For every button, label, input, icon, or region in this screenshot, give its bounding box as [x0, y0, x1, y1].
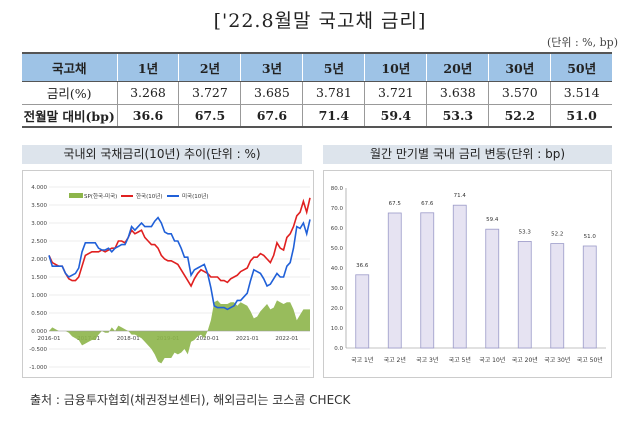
- table-cell: 51.0: [550, 104, 612, 128]
- table-cell: 3.781: [302, 81, 365, 105]
- table-cell: 전월말 대비(bp): [22, 104, 117, 128]
- table-row: 전월말 대비(bp) 36.6 67.5 67.6 71.4 59.4 53.3 52.2 51…: [22, 104, 612, 128]
- y-tick-label: 1.000: [31, 293, 47, 299]
- bar: [582, 245, 597, 349]
- header-cell: 30년: [488, 52, 551, 82]
- x-tick-label: 국고 5년: [449, 356, 471, 364]
- header-cell: 국고채: [22, 52, 117, 82]
- bar-chart: 80.0 70.0 60.0 50.0 40.0 30.0 20.0 10.0 0.0 36.6 국…: [331, 186, 606, 364]
- header-cell: 1년: [116, 52, 179, 82]
- table-cell: 3.514: [550, 81, 612, 105]
- y-tick-label: -0.500: [29, 347, 47, 353]
- table-cell: 36.6: [116, 104, 179, 128]
- bar: [420, 212, 435, 349]
- source-note: 출처 : 금융투자협회(채권정보센터), 해외금리는 코스콤 CHECK: [30, 393, 351, 407]
- bar: [485, 228, 500, 349]
- x-tick-label: 국고 20년: [512, 356, 538, 364]
- table-cell: 3.638: [426, 81, 489, 105]
- header-cell: 20년: [426, 52, 489, 82]
- data-label: 53.3: [519, 229, 532, 235]
- legend-swatch: [69, 193, 83, 198]
- legend-label: 한국(10년): [136, 192, 162, 200]
- series-line-korea: [48, 197, 311, 288]
- table-cell: 59.4: [364, 104, 427, 128]
- y-tick-label: 30.0: [331, 286, 344, 292]
- table-cell: 금리(%): [22, 81, 117, 105]
- y-tick-label: 20.0: [331, 306, 344, 312]
- x-tick-label: 국고 50년: [577, 356, 603, 364]
- y-tick-label: 1.500: [31, 275, 47, 281]
- bar-chart-title: 월간 만기별 국내 금리 변동(단위 : bp): [323, 145, 612, 164]
- data-label: 67.6: [421, 201, 434, 207]
- y-tick-label: 40.0: [331, 266, 344, 272]
- bar: [355, 274, 370, 349]
- rates-table: 국고채 1년 2년 3년 5년 10년 20년 30년 50년 금리(%) 3.268 3.727 3…: [22, 52, 612, 128]
- y-tick-label: 50.0: [331, 246, 344, 252]
- y-tick-label: 70.0: [331, 206, 344, 212]
- x-tick-label: 2020-01: [196, 336, 219, 342]
- table-header: 국고채 1년 2년 3년 5년 10년 20년 30년 50년: [22, 52, 612, 82]
- header-cell: 10년: [364, 52, 427, 82]
- x-tick-label: 2018-01: [117, 336, 140, 342]
- table-cell: 3.570: [488, 81, 551, 105]
- bar: [452, 204, 467, 349]
- table-cell: 53.3: [426, 104, 489, 128]
- line-chart: 4.000 3.500 3.000 2.500 2.000 1.500 1.000 0.500…: [29, 185, 311, 371]
- data-label: 71.4: [454, 193, 467, 199]
- y-tick-label: -1.000: [29, 365, 47, 371]
- legend-label: 미국(10년): [182, 192, 208, 200]
- x-tick-label: 국고 1년: [351, 356, 373, 364]
- data-label: 36.6: [356, 263, 369, 269]
- table-cell: 3.721: [364, 81, 427, 105]
- legend-label: SP(한국-미국): [84, 192, 117, 200]
- header-cell: 2년: [178, 52, 241, 82]
- data-label: 51.0: [584, 234, 597, 240]
- series-line-us: [48, 216, 311, 311]
- y-tick-label: 3.500: [31, 203, 47, 209]
- x-tick-label: 2022-01: [275, 336, 298, 342]
- x-tick-label: 국고 3년: [416, 356, 438, 364]
- header-cell: 50년: [550, 52, 612, 82]
- y-tick-label: 80.0: [331, 186, 344, 192]
- y-tick-label: 3.000: [31, 221, 47, 227]
- data-label: 67.5: [389, 201, 402, 207]
- x-tick-label: 2021-01: [236, 336, 259, 342]
- bar: [550, 243, 565, 349]
- table-cell: 3.685: [240, 81, 303, 105]
- x-tick-label: 국고 2년: [384, 356, 406, 364]
- header-cell: 3년: [240, 52, 303, 82]
- data-label: 59.4: [486, 217, 499, 223]
- y-tick-label: 2.500: [31, 239, 47, 245]
- y-tick-label: 4.000: [31, 185, 47, 191]
- table-cell: 3.268: [116, 81, 179, 105]
- page-title: ['22.8월말 국고채 금리]: [213, 10, 427, 32]
- table-cell: 3.727: [178, 81, 241, 105]
- line-chart-title: 국내외 국채금리(10년) 추이(단위 : %): [22, 145, 302, 164]
- header-cell: 5년: [302, 52, 365, 82]
- spread-area: [49, 300, 310, 364]
- unit-note: (단위 : %, bp): [546, 36, 618, 49]
- bar: [387, 212, 402, 349]
- y-tick-label: 60.0: [331, 226, 344, 232]
- table-cell: 67.6: [240, 104, 303, 128]
- data-label: 52.2: [551, 232, 563, 238]
- y-tick-label: 0.0: [334, 346, 343, 352]
- bar: [517, 241, 532, 349]
- y-tick-label: 10.0: [331, 326, 344, 332]
- y-tick-label: 2.000: [31, 257, 47, 263]
- table-cell: 71.4: [302, 104, 365, 128]
- table-cell: 67.5: [178, 104, 241, 128]
- x-tick-label: 국고 10년: [479, 356, 505, 364]
- table-row: 금리(%) 3.268 3.727 3.685 3.781 3.721 3.638 3.570…: [22, 81, 612, 105]
- y-tick-label: 0.500: [31, 311, 47, 317]
- x-tick-label: 국고 30년: [544, 356, 570, 364]
- x-tick-label: 2016-01: [38, 336, 61, 342]
- y-tick-label: 0.000: [31, 329, 47, 335]
- table-cell: 52.2: [488, 104, 551, 128]
